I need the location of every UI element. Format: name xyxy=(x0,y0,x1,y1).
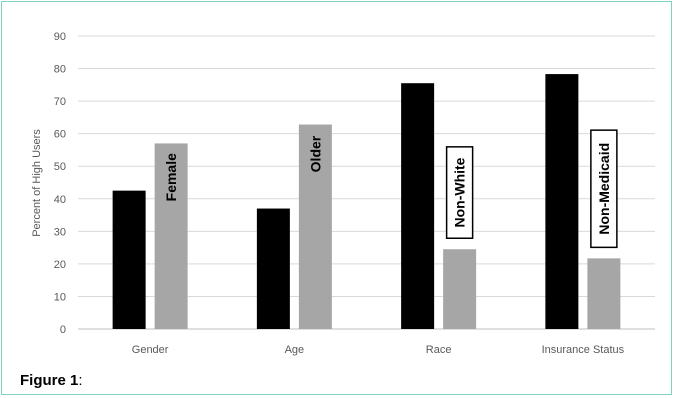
y-tick-label: 50 xyxy=(54,161,66,173)
x-category-label: Race xyxy=(426,344,452,356)
caption-suffix: : xyxy=(78,372,83,389)
bar-layer xyxy=(112,74,621,329)
figure-caption: Figure 1: xyxy=(20,372,83,389)
bar-insurance-status-light xyxy=(587,258,621,329)
bar-race-dark xyxy=(401,83,435,329)
y-tick-label: 60 xyxy=(54,129,66,141)
y-tick-label: 30 xyxy=(54,226,66,238)
caption-label: Figure 1 xyxy=(20,372,79,389)
label-layer: Gender Female Age Older Race Non-White Insuran… xyxy=(132,129,625,356)
annotation-box xyxy=(445,146,474,239)
bar-gender-light xyxy=(154,143,188,329)
x-category-label: Insurance Status xyxy=(542,344,625,356)
x-category-label: Age xyxy=(285,344,305,356)
annotation-box xyxy=(590,129,618,249)
x-category-label: Gender xyxy=(132,344,169,356)
annotation-label: Non-White xyxy=(452,157,468,227)
y-tick-label: 70 xyxy=(54,96,66,108)
y-tick-label: 40 xyxy=(54,194,66,206)
bar-gender-dark xyxy=(112,190,146,329)
y-tick-label: 0 xyxy=(60,324,66,336)
bar-age-dark xyxy=(256,208,290,329)
bar-insurance-status-dark xyxy=(545,74,579,329)
bar-race-light xyxy=(443,249,477,329)
y-axis-title: Percent of High Users xyxy=(31,129,43,237)
y-tick-label: 80 xyxy=(54,64,66,76)
y-tick-label: 20 xyxy=(54,259,66,271)
annotation-label: Non-Medicaid xyxy=(596,143,612,235)
annotation-label: Female xyxy=(163,153,179,201)
annotation-label: Older xyxy=(307,135,323,172)
y-tick-label: 10 xyxy=(54,291,66,303)
bar-age-light xyxy=(298,124,332,329)
y-tick-label: 90 xyxy=(54,31,66,43)
